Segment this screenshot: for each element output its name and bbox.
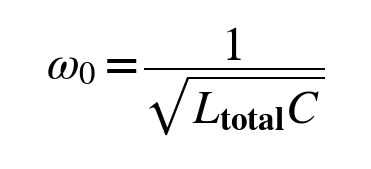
Text: $\boldsymbol{\omega_{0} = \dfrac{1}{\sqrt{L_{\mathbf{total}}C}}}$: $\boldsymbol{\omega_{0} = \dfrac{1}{\sqr… <box>46 25 325 137</box>
